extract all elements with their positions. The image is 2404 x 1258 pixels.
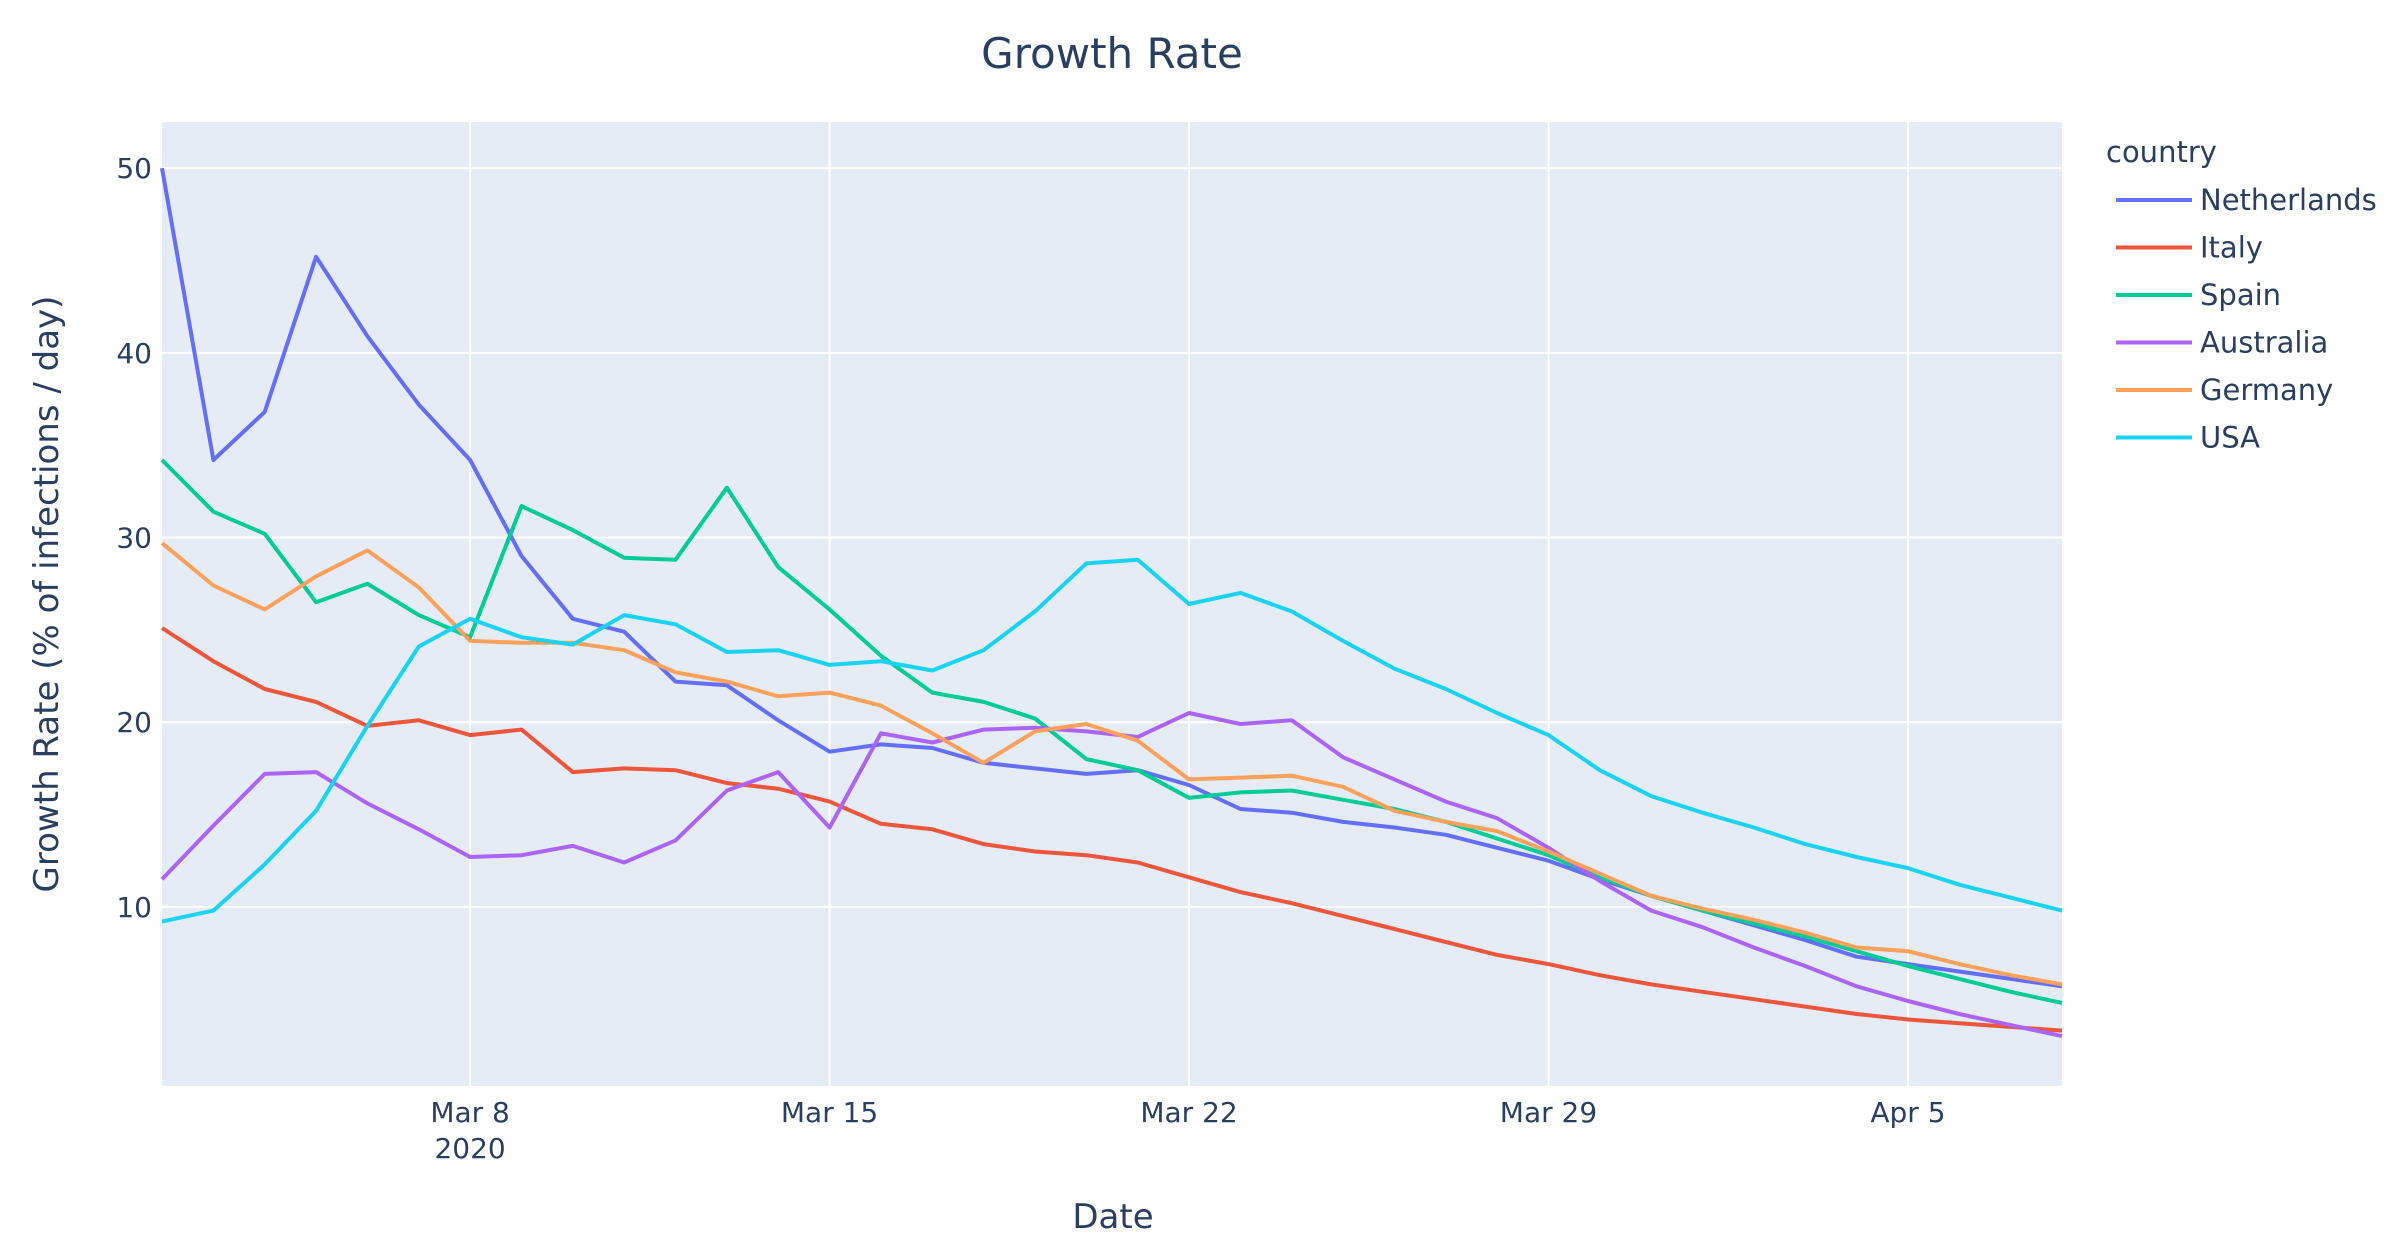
series-line-usa	[161, 557, 2063, 924]
plot-area	[162, 122, 2062, 1086]
legend-label-australia: Australia	[2200, 326, 2328, 360]
y-axis-title: Growth Rate (% of infections / day)	[27, 296, 67, 893]
x-axis-title: Date	[1072, 1197, 1153, 1237]
x-tick-label: Mar 8	[430, 1096, 510, 1129]
series-line-italy	[160, 626, 2063, 1033]
y-tick-label: 20	[116, 706, 152, 739]
y-tick-label: 10	[116, 891, 152, 924]
chart-title: Growth Rate	[981, 29, 1243, 78]
legend-label-spain: Spain	[2200, 278, 2281, 312]
y-tick-label: 40	[116, 337, 152, 370]
legend-label-usa: USA	[2200, 421, 2260, 455]
x-tick-label: Mar 22	[1140, 1096, 1237, 1129]
legend: country Netherlands Italy Spain Australia Ge…	[2106, 135, 2377, 455]
grid-lines	[162, 122, 2062, 1086]
series-line-spain	[160, 458, 2063, 1005]
x-tick-label: Mar 15	[781, 1096, 878, 1129]
x-tick-label: Mar 29	[1500, 1096, 1597, 1129]
x-tick-label: Apr 5	[1870, 1096, 1945, 1129]
legend-label-germany: Germany	[2200, 373, 2333, 407]
legend-label-netherlands: Netherlands	[2200, 183, 2377, 217]
y-tick-label: 30	[116, 522, 152, 555]
legend-label-italy: Italy	[2200, 231, 2263, 265]
series-line-germany	[160, 541, 2063, 987]
series-lines	[160, 167, 2063, 1039]
y-tick-label: 50	[116, 152, 152, 185]
x-tick-year-label: 2020	[434, 1132, 505, 1165]
legend-title: country	[2106, 135, 2217, 169]
